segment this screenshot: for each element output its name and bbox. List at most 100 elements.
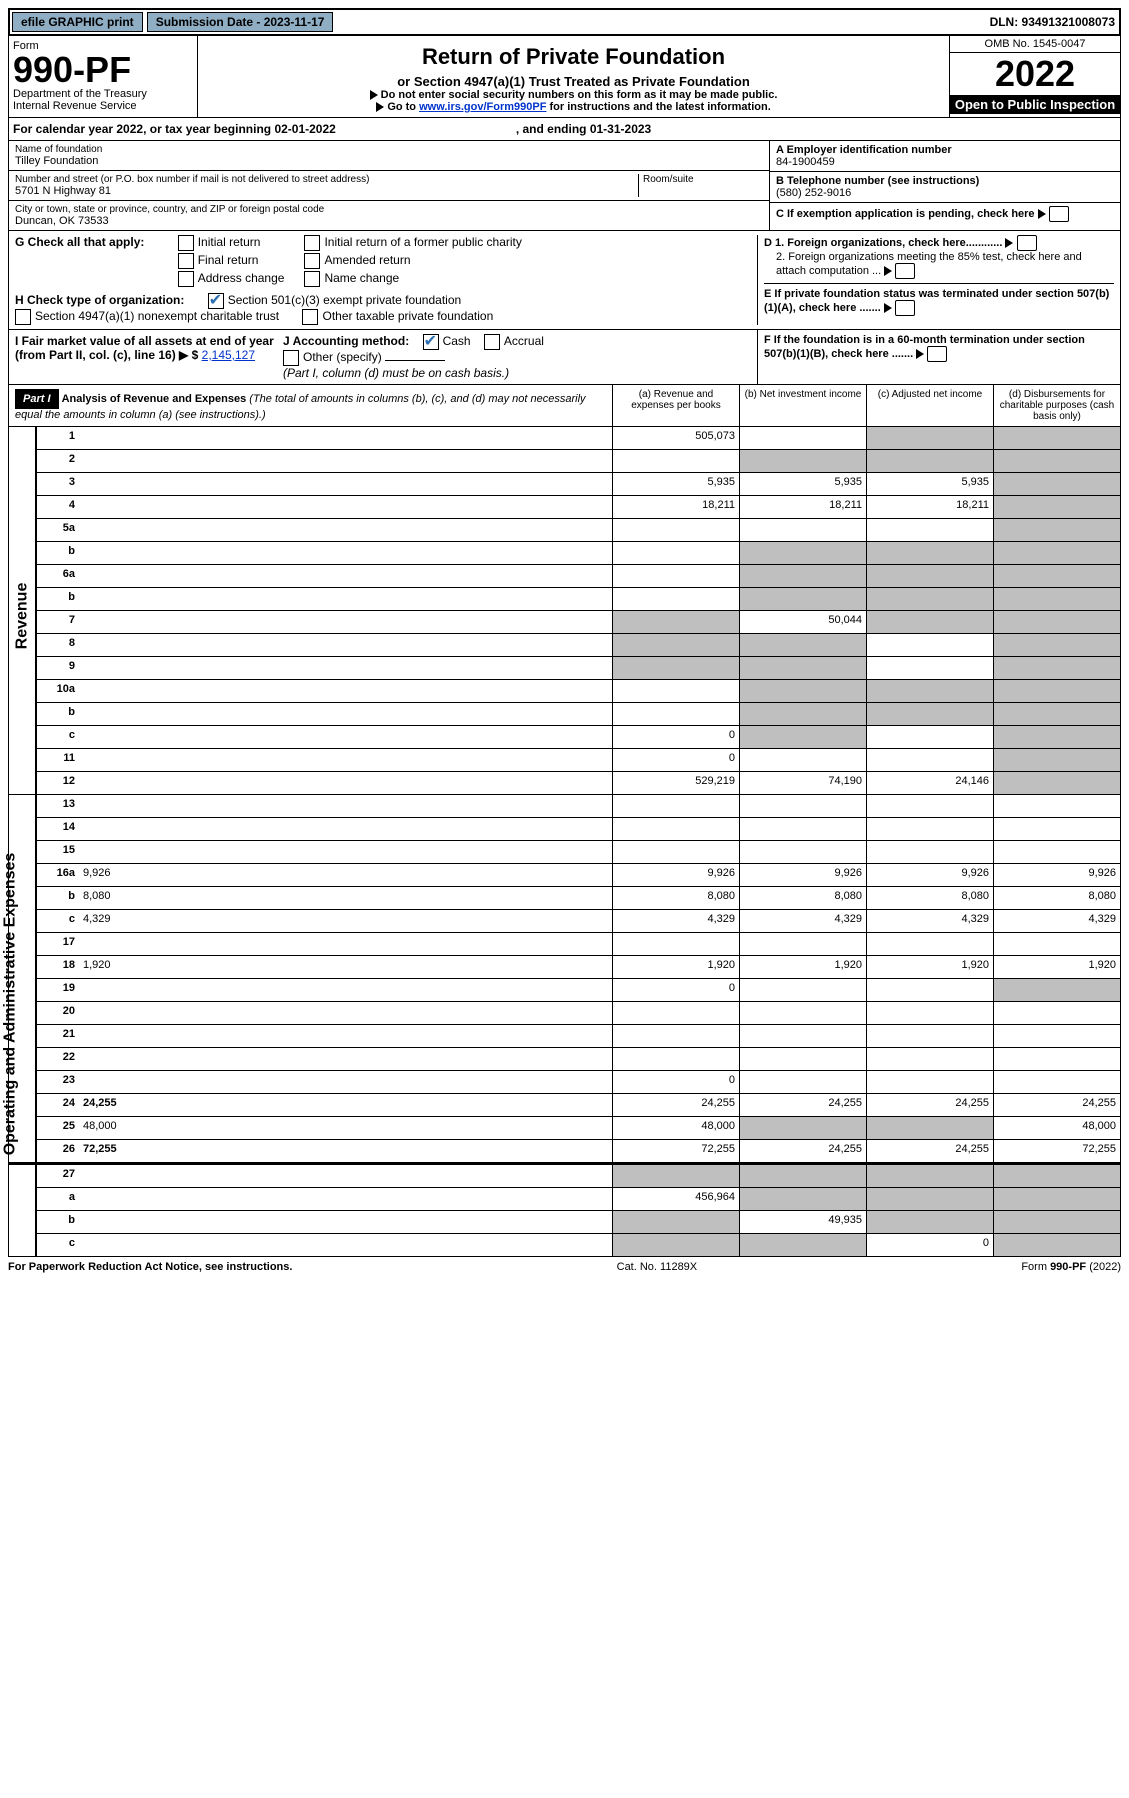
- cell-a: [612, 1211, 739, 1233]
- line-number: 22: [37, 1048, 81, 1070]
- cell-c: [866, 450, 993, 472]
- cell-b: 18,211: [739, 496, 866, 518]
- cell-b: [739, 795, 866, 817]
- form990pf-link[interactable]: www.irs.gov/Form990PF: [419, 101, 546, 113]
- table-row: a456,964: [37, 1188, 1120, 1211]
- cell-c: [866, 611, 993, 633]
- cell-d: [993, 1211, 1120, 1233]
- checkbox-d1[interactable]: [1017, 235, 1037, 251]
- line-number: c: [37, 726, 81, 748]
- checkbox-initial-public[interactable]: [304, 235, 320, 251]
- cell-d: [993, 1048, 1120, 1070]
- line-desc: [81, 496, 612, 518]
- cell-b: [739, 565, 866, 587]
- cell-b: 4,329: [739, 910, 866, 932]
- dept-label: Department of the Treasury: [13, 88, 193, 100]
- cell-a: 8,080: [612, 887, 739, 909]
- line-number: 12: [37, 772, 81, 794]
- checkbox-other[interactable]: [283, 350, 299, 366]
- cell-a: [612, 841, 739, 863]
- line-desc: [81, 473, 612, 495]
- cell-a: [612, 565, 739, 587]
- cell-d: [993, 1165, 1120, 1187]
- line-desc: [81, 795, 612, 817]
- checkbox-c[interactable]: [1049, 206, 1069, 222]
- line-desc: 8,080: [81, 887, 612, 909]
- table-row: 13: [37, 795, 1120, 818]
- cell-c: [866, 519, 993, 541]
- line-desc: 9,926: [81, 864, 612, 886]
- table-row: b: [37, 542, 1120, 565]
- cell-b: 5,935: [739, 473, 866, 495]
- cell-b: [739, 542, 866, 564]
- arrow-icon: [1038, 209, 1046, 219]
- line-desc: [81, 1234, 612, 1256]
- id-left: Name of foundation Tilley Foundation Num…: [9, 141, 769, 230]
- cell-d: [993, 1002, 1120, 1024]
- table-row: 230: [37, 1071, 1120, 1094]
- checkbox-4947[interactable]: [15, 309, 31, 325]
- efile-button[interactable]: efile GRAPHIC print: [12, 12, 143, 32]
- cell-d: [993, 933, 1120, 955]
- arrow-icon: [884, 303, 892, 313]
- table-row: c0: [37, 1234, 1120, 1256]
- checkbox-d2[interactable]: [895, 263, 915, 279]
- checkbox-e[interactable]: [895, 300, 915, 316]
- cell-b: [739, 1234, 866, 1256]
- cell-d: [993, 588, 1120, 610]
- cell-a: 1,920: [612, 956, 739, 978]
- line-number: 24: [37, 1094, 81, 1116]
- g-opt-final: Final return: [178, 253, 285, 269]
- line-desc: [81, 1165, 612, 1187]
- line-number: 26: [37, 1140, 81, 1162]
- line-number: 5a: [37, 519, 81, 541]
- checkbox-name[interactable]: [304, 271, 320, 287]
- line-desc: [81, 680, 612, 702]
- cell-d: 8,080: [993, 887, 1120, 909]
- checkbox-f[interactable]: [927, 346, 947, 362]
- line-number: b: [37, 887, 81, 909]
- checkbox-cash[interactable]: [423, 334, 439, 350]
- part1-desc: Part I Analysis of Revenue and Expenses …: [9, 385, 612, 426]
- cell-c: [866, 1211, 993, 1233]
- other-specify-input[interactable]: [385, 360, 445, 361]
- expense-table: Operating and Administrative Expenses 13…: [8, 795, 1121, 1163]
- inspection-badge: Open to Public Inspection: [950, 95, 1120, 114]
- form-number: 990-PF: [13, 52, 193, 88]
- checkbox-501c3[interactable]: [208, 293, 224, 309]
- checkbox-amended[interactable]: [304, 253, 320, 269]
- cell-b: [739, 726, 866, 748]
- line-desc: [81, 703, 612, 725]
- part1-header-row: Part I Analysis of Revenue and Expenses …: [8, 385, 1121, 427]
- e-row: E If private foundation status was termi…: [764, 283, 1114, 316]
- checkbox-initial[interactable]: [178, 235, 194, 251]
- fmv-link[interactable]: 2,145,127: [202, 348, 255, 362]
- side-revenue: Revenue: [9, 427, 37, 794]
- cell-a: [612, 1165, 739, 1187]
- cell-c: 0: [866, 1234, 993, 1256]
- hij-left: I Fair market value of all assets at end…: [9, 330, 757, 384]
- line-desc: [81, 634, 612, 656]
- line-desc: 24,255: [81, 1094, 612, 1116]
- col-a-head: (a) Revenue and expenses per books: [612, 385, 739, 426]
- j-accrual: Accrual: [484, 334, 544, 348]
- checkbox-other-tax[interactable]: [302, 309, 318, 325]
- checkbox-address[interactable]: [178, 271, 194, 287]
- checkbox-final[interactable]: [178, 253, 194, 269]
- section-g-left: G Check all that apply: Initial return I…: [15, 235, 757, 325]
- cell-a: [612, 657, 739, 679]
- cell-d: [993, 519, 1120, 541]
- cell-b: 1,920: [739, 956, 866, 978]
- line-desc: [81, 749, 612, 771]
- line-number: 19: [37, 979, 81, 1001]
- calendar-year-row: For calendar year 2022, or tax year begi…: [8, 118, 1121, 141]
- cell-b: [739, 450, 866, 472]
- table-row: 12529,21974,19024,146: [37, 772, 1120, 794]
- header-center: Return of Private Foundation or Section …: [198, 36, 949, 117]
- cell-c: 24,255: [866, 1140, 993, 1162]
- tax-year: 2022: [950, 53, 1120, 95]
- line-desc: [81, 565, 612, 587]
- foundation-name-cell: Name of foundation Tilley Foundation: [9, 141, 769, 171]
- line-number: a: [37, 1188, 81, 1210]
- checkbox-accrual[interactable]: [484, 334, 500, 350]
